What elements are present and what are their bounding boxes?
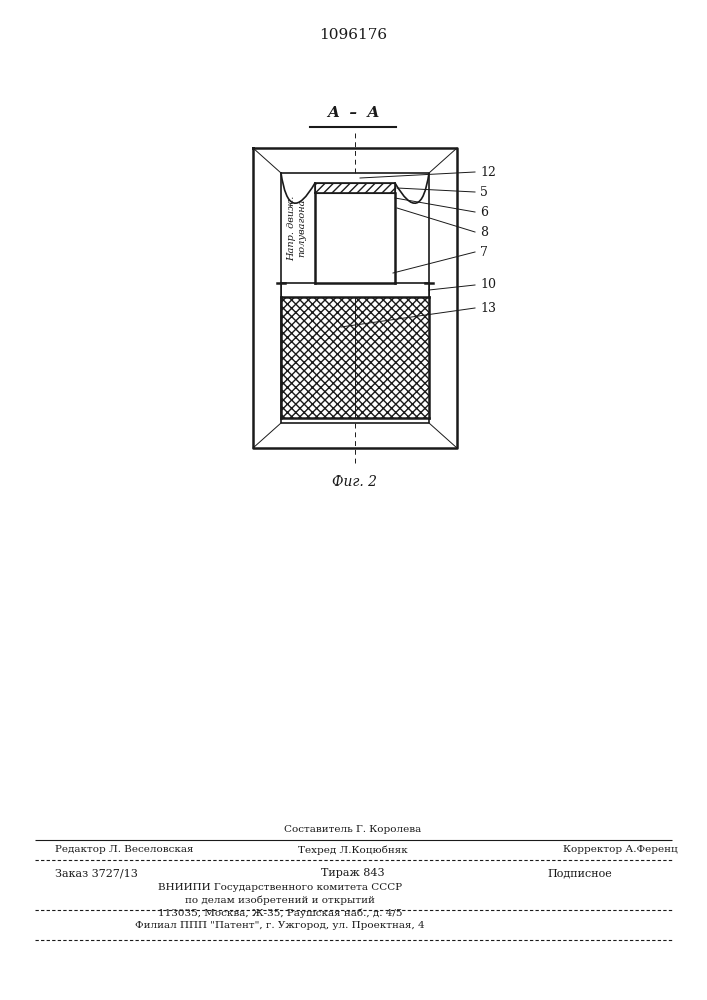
Text: 13: 13 <box>480 302 496 314</box>
Text: Филиал ППП "Патент", г. Ужгород, ул. Проектная, 4: Филиал ППП "Патент", г. Ужгород, ул. Про… <box>135 920 425 930</box>
Text: ВНИИПИ Государственного комитета СССР: ВНИИПИ Государственного комитета СССР <box>158 882 402 892</box>
Text: 6: 6 <box>480 206 488 219</box>
Bar <box>315 183 395 193</box>
Text: Тираж 843: Тираж 843 <box>321 868 385 878</box>
Text: 8: 8 <box>480 226 488 238</box>
Text: Составитель Г. Королева: Составитель Г. Королева <box>284 825 421 834</box>
Text: 10: 10 <box>480 278 496 292</box>
Text: Редактор Л. Веселовская: Редактор Л. Веселовская <box>55 846 194 854</box>
Text: A  –  A: A – A <box>327 106 379 120</box>
Text: 1096176: 1096176 <box>319 28 387 42</box>
Text: Техред Л.Коцюбняк: Техред Л.Коцюбняк <box>298 845 408 855</box>
Text: Подписное: Подписное <box>548 868 612 878</box>
Text: Заказ 3727/13: Заказ 3727/13 <box>55 868 138 878</box>
Text: Напр. движ.
полувагона: Напр. движ. полувагона <box>287 195 307 261</box>
Bar <box>281 297 429 418</box>
Text: 5: 5 <box>480 186 488 198</box>
Text: 12: 12 <box>480 165 496 178</box>
Text: по делам изобретений и открытий: по делам изобретений и открытий <box>185 895 375 905</box>
Text: 7: 7 <box>480 245 488 258</box>
Text: Корректор А.Ференц: Корректор А.Ференц <box>563 846 677 854</box>
Text: Фиг. 2: Фиг. 2 <box>332 475 378 489</box>
Text: 113035, Москва, Ж-35, Раушская наб., д. 4/5: 113035, Москва, Ж-35, Раушская наб., д. … <box>158 908 402 918</box>
